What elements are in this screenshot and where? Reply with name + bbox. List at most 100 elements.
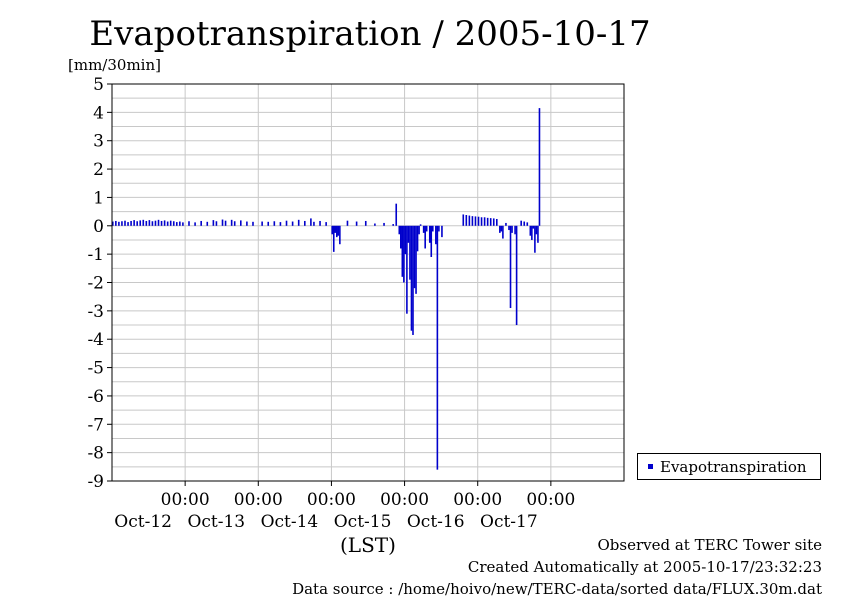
evapotranspiration-bar (515, 225, 518, 326)
footer-source: Data source : /home/hoivo/new/TERC-data/… (292, 580, 822, 598)
evapotranspiration-bar (169, 220, 172, 226)
evapotranspiration-bar (535, 225, 538, 235)
y-tick-label: 4 (93, 103, 104, 123)
evapotranspiration-bar (502, 225, 504, 239)
evapotranspiration-bar (215, 221, 218, 226)
evapotranspiration-bar (410, 225, 413, 331)
evapotranspiration-bar (267, 221, 270, 226)
evapotranspiration-bar (212, 220, 215, 226)
evapotranspiration-bar (435, 225, 437, 245)
evapotranspiration-bar (430, 225, 433, 257)
evapotranspiration-bar (406, 225, 408, 314)
evapotranspiration-bar (400, 225, 402, 249)
y-tick-label: -6 (87, 387, 104, 407)
evapotranspiration-bar (532, 225, 535, 229)
x-tick-time-label: 00:00 (453, 490, 502, 510)
evapotranspiration-bar (139, 220, 142, 226)
evapotranspiration-bar (531, 225, 533, 240)
evapotranspiration-bar (304, 220, 306, 226)
evapotranspiration-bar (416, 225, 419, 252)
evapotranspiration-bar (415, 225, 417, 294)
x-tick-date-label: Oct-12 (114, 512, 172, 532)
y-tick-label: -1 (87, 245, 104, 265)
evapotranspiration-bar (428, 225, 431, 243)
evapotranspiration-bar (425, 225, 428, 232)
x-tick-time-label: 00:00 (380, 490, 429, 510)
evapotranspiration-bar (148, 220, 151, 226)
evapotranspiration-bar (471, 216, 474, 226)
evapotranspiration-bar (412, 225, 414, 335)
evapotranspiration-bar (438, 225, 440, 232)
evapotranspiration-bar (401, 225, 404, 277)
evapotranspiration-bar (492, 218, 495, 226)
y-tick-label: -2 (87, 274, 104, 294)
evapotranspiration-bar (112, 221, 114, 226)
evapotranspiration-bar (154, 220, 157, 226)
y-tick-label: -3 (87, 302, 104, 322)
x-tick-time-label: 00:00 (234, 490, 283, 510)
evapotranspiration-bar (115, 220, 117, 226)
chart-title: Evapotranspiration / 2005-10-17 (89, 14, 651, 54)
evapotranspiration-bar (432, 225, 434, 232)
y-tick-label: -4 (87, 330, 104, 350)
evapotranspiration-bar (291, 221, 294, 226)
x-tick-date-label: Oct-15 (334, 512, 392, 532)
evapotranspiration-bar (537, 225, 539, 243)
y-tick-label: -8 (87, 444, 104, 464)
evapotranspiration-bar (230, 219, 233, 226)
evapotranspiration-bar (468, 215, 471, 226)
evapotranspiration-bar (374, 223, 376, 226)
evapotranspiration-bar (221, 219, 224, 226)
evapotranspiration-bar (325, 222, 327, 226)
evapotranspiration-bar (477, 216, 480, 226)
evapotranspiration-bar (395, 203, 398, 226)
evapotranspiration-bar (520, 220, 522, 226)
evapotranspiration-bar (331, 225, 334, 235)
evapotranspiration-bar (297, 219, 300, 226)
evapotranspiration-bar (407, 225, 410, 243)
evapotranspiration-bar (422, 225, 425, 233)
evapotranspiration-bar (310, 218, 312, 226)
evapotranspiration-bar (127, 222, 129, 226)
x-tick-date-label: Oct-16 (407, 512, 465, 532)
evapotranspiration-bar (489, 218, 492, 226)
evapotranspiration-bar (424, 225, 426, 249)
evapotranspiration-bar (508, 225, 510, 231)
evapotranspiration-bar (124, 220, 126, 226)
evapotranspiration-bar (418, 225, 420, 235)
evapotranspiration-bar (240, 220, 242, 226)
x-axis-label: (LST) (340, 533, 396, 557)
evapotranspiration-bar (285, 220, 288, 226)
evapotranspiration-bar (392, 224, 394, 226)
evapotranspiration-bar (409, 225, 411, 280)
evapotranspiration-bar (121, 221, 123, 226)
evapotranspiration-bar (224, 220, 227, 226)
evapotranspiration-bar (534, 225, 536, 253)
evapotranspiration-bar (529, 225, 532, 236)
evapotranspiration-bar (364, 220, 367, 226)
evapotranspiration-bar (279, 222, 282, 226)
evapotranspiration-bar (176, 222, 178, 226)
evapotranspiration-bar (157, 219, 160, 226)
evapotranspiration-bar (136, 221, 138, 226)
x-tick-time-label: 00:00 (307, 490, 356, 510)
evapotranspiration-bar (441, 225, 443, 238)
evapotranspiration-bar (233, 221, 236, 226)
evapotranspiration-bar (319, 220, 321, 226)
evapotranspiration-bar (462, 214, 465, 226)
evapotranspiration-bar (505, 222, 507, 226)
evapotranspiration-bar (151, 221, 154, 226)
evapotranspiration-bar (511, 225, 513, 233)
y-tick-label: 1 (93, 188, 104, 208)
evapotranspiration-bar (252, 221, 254, 226)
evapotranspiration-bar (339, 225, 341, 245)
evapotranspiration-bar (334, 225, 337, 233)
evapotranspiration-bar (496, 218, 498, 226)
evapotranspiration-bar (383, 222, 385, 226)
evapotranspiration-bar (404, 225, 407, 255)
evapotranspiration-bar (142, 219, 145, 226)
evapotranspiration-bar (509, 225, 512, 309)
y-axis-unit-label: [mm/30min] (68, 56, 161, 74)
legend-label: Evapotranspiration (660, 458, 807, 476)
